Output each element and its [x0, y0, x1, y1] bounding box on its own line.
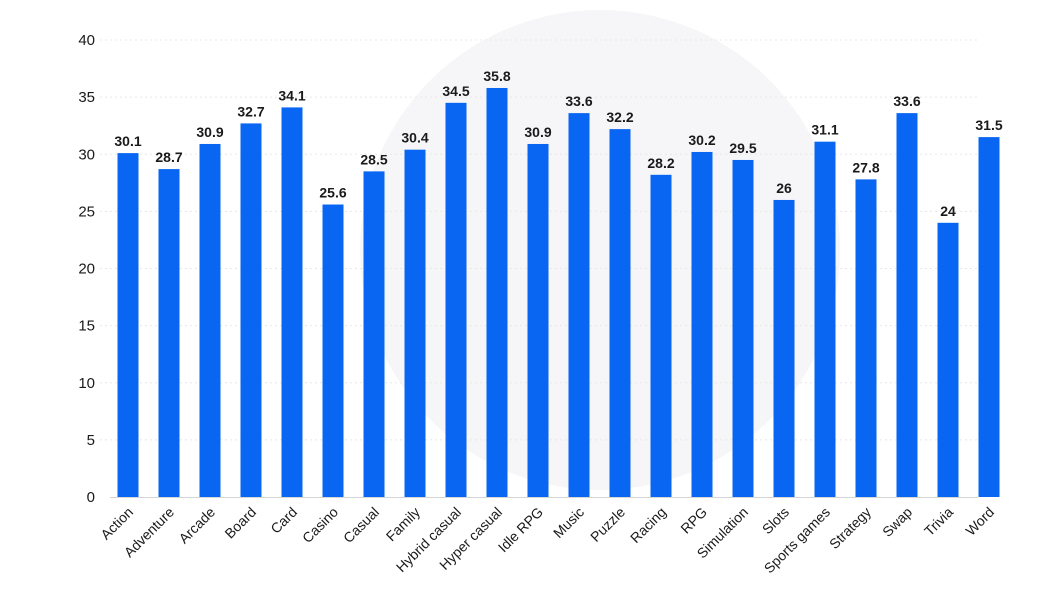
bars — [117, 87, 1000, 498]
y-axis-ticks: 0 5 10 15 20 25 30 35 40 — [78, 32, 95, 506]
data-label-casual: 28.5 — [360, 151, 387, 167]
x-tick-label-strategy: Strategy — [826, 504, 874, 552]
data-label-slots: 26 — [776, 180, 792, 196]
background-watermark — [360, 10, 840, 490]
y-tick-label-40: 40 — [78, 32, 95, 49]
y-tick-label-5: 5 — [87, 432, 95, 449]
bar-hyper-casual — [486, 87, 508, 498]
bar-trivia — [937, 222, 959, 498]
bar-card — [281, 107, 303, 497]
bar-family — [404, 149, 426, 497]
bar-slots — [773, 199, 795, 497]
x-tick-label-puzzle: Puzzle — [587, 504, 628, 545]
data-label-word: 31.5 — [975, 117, 1002, 133]
x-tick-label-music: Music — [550, 504, 587, 541]
x-tick-label-rpg: RPG — [677, 504, 710, 537]
data-label-action: 30.1 — [114, 133, 141, 149]
x-tick-label-word: Word — [962, 504, 997, 539]
bar-adventure — [158, 169, 180, 498]
data-label-trivia: 24 — [940, 203, 956, 219]
data-label-puzzle: 32.2 — [606, 109, 633, 125]
y-tick-label-15: 15 — [78, 318, 95, 335]
x-tick-label-swap: Swap — [879, 504, 915, 540]
bar-sports-games — [814, 141, 836, 497]
bar-swap — [896, 113, 918, 498]
y-tick-label-10: 10 — [78, 375, 95, 392]
data-label-adventure: 28.7 — [155, 149, 182, 165]
data-label-swap: 33.6 — [893, 93, 920, 109]
x-tick-label-idle-rpg: Idle RPG — [495, 504, 546, 555]
x-tick-label-trivia: Trivia — [921, 504, 956, 539]
bar-casual — [363, 171, 385, 497]
bar-board — [240, 123, 262, 497]
data-label-sports-games: 31.1 — [811, 122, 838, 138]
data-labels: 30.1 28.7 30.9 32.7 34.1 25.6 28.5 30.4 34.5 35.8… — [114, 68, 1002, 219]
x-tick-label-arcade: Arcade — [175, 504, 218, 547]
bar-action — [117, 153, 139, 498]
bar-simulation — [732, 159, 754, 497]
data-label-hybrid-casual: 34.5 — [442, 83, 469, 99]
data-label-strategy: 27.8 — [852, 159, 879, 175]
bar-racing — [650, 174, 672, 497]
data-label-music: 33.6 — [565, 93, 592, 109]
x-tick-label-casino: Casino — [299, 504, 341, 546]
bar-arcade — [199, 143, 221, 497]
bar-idle-rpg — [527, 143, 549, 497]
x-tick-label-action: Action — [97, 504, 136, 543]
bar-casino — [322, 204, 344, 497]
data-label-card: 34.1 — [278, 87, 305, 103]
x-tick-label-racing: Racing — [627, 504, 669, 546]
data-label-simulation: 29.5 — [729, 140, 756, 156]
y-tick-label-35: 35 — [78, 89, 95, 106]
y-tick-label-20: 20 — [78, 261, 95, 278]
bar-hybrid-casual — [445, 102, 467, 498]
data-label-family: 30.4 — [401, 130, 428, 146]
data-label-rpg: 30.2 — [688, 132, 715, 148]
data-label-board: 32.7 — [237, 103, 264, 119]
y-tick-label-25: 25 — [78, 203, 95, 220]
y-tick-label-0: 0 — [87, 489, 95, 506]
data-label-casino: 25.6 — [319, 185, 346, 201]
data-label-arcade: 30.9 — [196, 124, 223, 140]
x-tick-label-board: Board — [221, 504, 259, 542]
bar-rpg — [691, 151, 713, 497]
bar-music — [568, 113, 590, 498]
data-label-hyper-casual: 35.8 — [483, 68, 510, 84]
x-tick-label-slots: Slots — [759, 504, 792, 537]
bar-strategy — [855, 179, 877, 497]
bar-puzzle — [609, 129, 631, 498]
y-tick-label-30: 30 — [78, 146, 95, 163]
bar-word — [978, 137, 1000, 498]
x-tick-label-card: Card — [267, 504, 300, 537]
data-label-racing: 28.2 — [647, 155, 674, 171]
data-label-idle-rpg: 30.9 — [524, 124, 551, 140]
x-tick-label-casual: Casual — [340, 504, 382, 546]
